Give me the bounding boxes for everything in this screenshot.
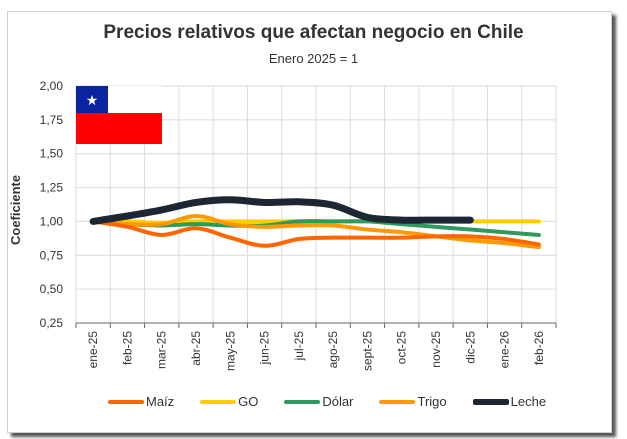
x-tick-label: oct-25 xyxy=(395,331,409,365)
y-tick-label: 1,75 xyxy=(40,113,64,127)
x-tick-label: mar-25 xyxy=(155,331,169,369)
legend-swatch xyxy=(379,399,416,404)
chart-title: Precios relativos que afectan negocio en… xyxy=(103,22,524,43)
legend-item: Leche xyxy=(472,394,547,409)
flag-red xyxy=(76,113,162,144)
legend-swatch xyxy=(108,399,144,404)
legend-swatch xyxy=(284,399,321,404)
legend-label: Maíz xyxy=(146,394,175,409)
legend-item: Maíz xyxy=(108,394,174,409)
legend-item: GO xyxy=(200,394,258,409)
chart-subtitle: Enero 2025 = 1 xyxy=(268,51,359,66)
y-axis-label: Coeficiente xyxy=(8,174,23,245)
legend-label: GO xyxy=(238,394,259,409)
legend-label: Dólar xyxy=(322,394,354,409)
y-tick-label: 0,75 xyxy=(40,248,64,262)
x-tick-label: sept-25 xyxy=(360,331,374,371)
x-tick-label: nov-25 xyxy=(429,331,443,368)
legend-label: Leche xyxy=(510,394,547,409)
x-tick-label: ago-25 xyxy=(326,331,340,369)
legend-swatch xyxy=(472,398,509,405)
flag-blue xyxy=(76,86,108,113)
y-tick-label: 0,25 xyxy=(40,316,64,330)
legend-item: Trigo xyxy=(379,394,447,409)
x-tick-label: dic-25 xyxy=(463,331,477,364)
x-tick-label: may-25 xyxy=(223,331,237,371)
x-tick-label: ene-26 xyxy=(498,331,512,369)
flag-star-icon: ★ xyxy=(86,92,99,108)
x-tick-label: feb-26 xyxy=(532,331,546,365)
x-tick-label: jul-25 xyxy=(292,331,306,362)
x-tick-label: abr-25 xyxy=(189,331,203,366)
y-tick-label: 1,00 xyxy=(40,214,64,228)
y-tick-label: 1,25 xyxy=(40,181,64,195)
y-tick-label: 1,50 xyxy=(40,147,64,161)
x-tick-label: jun-25 xyxy=(258,331,272,366)
legend: Maíz GO Dólar Trigo Leche xyxy=(108,394,546,409)
series-line-trigo xyxy=(91,214,541,250)
y-tick-label: 0,50 xyxy=(40,282,64,296)
x-tick-label: ene-25 xyxy=(86,331,100,369)
legend-swatch xyxy=(200,399,237,404)
legend-label: Trigo xyxy=(417,394,447,409)
series-line-leche xyxy=(89,196,474,225)
y-tick-label: 2,00 xyxy=(40,79,64,93)
legend-item: Dólar xyxy=(284,394,353,409)
series-line-maíz xyxy=(91,219,541,248)
x-tick-label: feb-25 xyxy=(120,331,134,365)
